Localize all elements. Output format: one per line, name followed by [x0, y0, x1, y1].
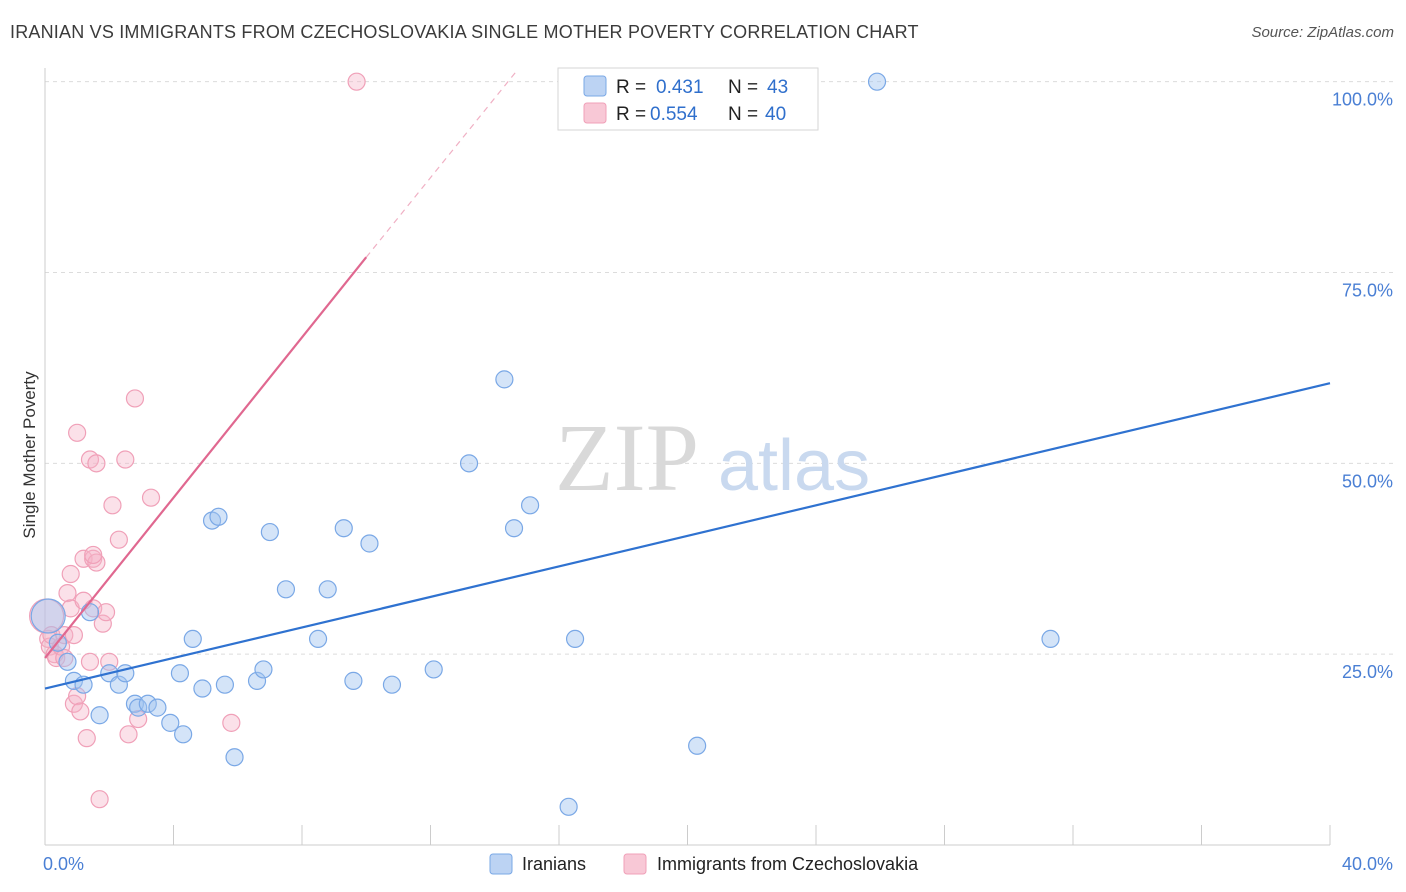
iranians-point	[58, 652, 77, 671]
iranians-point	[1041, 629, 1060, 649]
legend-swatch-iranians	[583, 75, 607, 97]
czechoslovakia-point	[93, 614, 112, 633]
iranians-point	[90, 706, 109, 725]
iranians-point	[161, 713, 180, 732]
legend-r-value-czechoslovakia: 0.554	[650, 104, 698, 125]
iranians-point	[215, 675, 234, 694]
iranians-point	[80, 603, 100, 622]
bottom-legend-iranians: Iranians	[522, 854, 586, 874]
czechoslovakia-point	[119, 725, 138, 744]
legend-r-value-iranians: 0.431	[656, 77, 704, 98]
czechoslovakia-point	[71, 702, 90, 721]
czechoslovakia-point	[80, 652, 100, 671]
series-legend: Iranians Immigrants from Czechoslovakia	[489, 853, 919, 875]
x-tick-label: 0.0%	[43, 854, 84, 874]
iranians-point	[308, 629, 328, 649]
iranians-point	[30, 598, 66, 634]
iranians-point	[495, 370, 514, 389]
y-tick-labels: 25.0% 50.0% 75.0% 100.0%	[1332, 90, 1393, 682]
iranians-point	[138, 694, 157, 713]
iranians-point	[867, 72, 887, 91]
iranians-point	[209, 507, 228, 526]
bottom-legend-czechoslovakia: Immigrants from Czechoslovakia	[657, 854, 919, 874]
iranians-point	[504, 519, 524, 538]
iranians-point	[148, 698, 167, 717]
bottom-legend-swatch-iranians	[489, 853, 513, 875]
iranians-point	[260, 522, 279, 542]
iranians-point	[559, 797, 578, 816]
czechoslovakia-point	[58, 584, 77, 603]
legend-n-label-2: N =	[728, 104, 758, 125]
bottom-legend-swatch-czechoslovakia	[623, 853, 647, 875]
chart-title: IRANIAN VS IMMIGRANTS FROM CZECHOSLOVAKI…	[10, 22, 919, 42]
czechoslovakia-point	[90, 790, 109, 809]
czechoslovakia-point	[141, 488, 161, 507]
czechoslovakia-point	[116, 450, 135, 469]
czechoslovakia-point	[96, 603, 116, 622]
czechoslovakia-point	[61, 564, 80, 584]
legend-r-label-1: R =	[616, 77, 646, 98]
iranians-point	[109, 675, 128, 694]
source-label: Source: ZipAtlas.com	[1251, 24, 1394, 41]
czechoslovakia-point	[68, 687, 87, 706]
iranians-point	[520, 496, 540, 515]
y-axis-label: Single Mother Poverty	[20, 371, 39, 539]
watermark: ZIP atlas	[555, 404, 870, 511]
czechoslovakia-point	[77, 729, 96, 748]
iranians-point	[565, 629, 585, 649]
trend-line-czechoslovakia	[44, 256, 368, 659]
series-iranians-points	[30, 72, 1060, 816]
iranians-point	[193, 679, 212, 698]
x-tick-label: 40.0%	[1342, 854, 1393, 874]
gridlines	[45, 81, 1395, 655]
iranians-point	[170, 664, 190, 683]
czechoslovakia-point	[347, 72, 366, 91]
correlation-legend: R = 0.431 N = 43 R = 0.554 N = 40	[557, 67, 819, 131]
iranians-point	[459, 454, 479, 473]
iranians-point	[344, 671, 363, 690]
legend-swatch-czechoslovakia	[583, 102, 607, 124]
y-tick-label: 50.0%	[1342, 471, 1393, 491]
czechoslovakia-point	[125, 389, 145, 408]
y-tick-label: 100.0%	[1332, 90, 1393, 110]
czechoslovakia-point	[103, 496, 122, 515]
iranians-point	[382, 675, 402, 694]
legend-n-label-1: N =	[728, 77, 758, 98]
czechoslovakia-point	[109, 530, 128, 549]
watermark-atlas: atlas	[718, 426, 870, 506]
iranians-point	[254, 660, 273, 679]
watermark-zip: ZIP	[555, 404, 699, 511]
series-czechoslovakia-points	[29, 72, 366, 809]
czechoslovakia-point	[84, 545, 103, 565]
czechoslovakia-point	[222, 713, 241, 732]
axes	[44, 68, 1331, 846]
x-tick-labels: 0.0% 40.0%	[43, 854, 1393, 874]
legend-n-value-iranians: 43	[767, 77, 788, 98]
iranians-point	[174, 725, 193, 744]
iranians-point	[247, 671, 267, 690]
y-tick-label: 75.0%	[1342, 281, 1393, 301]
iranians-point	[334, 519, 353, 538]
iranians-point	[276, 580, 296, 599]
iranians-point	[318, 580, 337, 599]
czechoslovakia-point	[64, 625, 84, 645]
legend-n-value-czechoslovakia: 40	[765, 104, 786, 125]
iranians-point	[424, 660, 443, 679]
trend-line-iranians	[44, 382, 1331, 690]
trend-line-extension-czechoslovakia	[365, 69, 518, 258]
iranians-point	[688, 736, 707, 755]
legend-r-label-2: R =	[616, 104, 646, 125]
czechoslovakia-point	[87, 454, 106, 473]
iranians-point	[183, 629, 202, 649]
iranians-point	[129, 698, 148, 717]
trend-lines	[44, 69, 1331, 690]
iranians-point	[225, 748, 244, 767]
czechoslovakia-point	[68, 423, 87, 442]
iranians-point	[360, 534, 379, 553]
y-tick-label: 25.0%	[1342, 662, 1393, 682]
